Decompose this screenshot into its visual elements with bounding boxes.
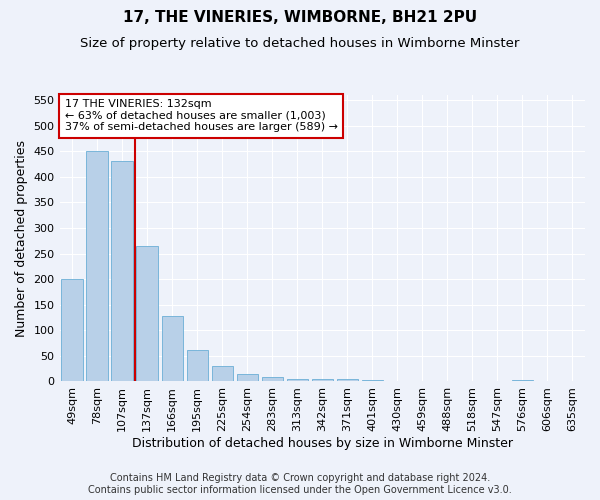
Text: Contains HM Land Registry data © Crown copyright and database right 2024.
Contai: Contains HM Land Registry data © Crown c… [88, 474, 512, 495]
Bar [112, 162, 133, 382]
Bar [512, 380, 533, 382]
Bar [287, 379, 308, 382]
Text: 17, THE VINERIES, WIMBORNE, BH21 2PU: 17, THE VINERIES, WIMBORNE, BH21 2PU [123, 10, 477, 25]
Bar [311, 380, 333, 382]
Bar [236, 374, 258, 382]
Bar [161, 316, 183, 382]
Bar [61, 279, 83, 382]
Bar [262, 378, 283, 382]
Text: Size of property relative to detached houses in Wimborne Minster: Size of property relative to detached ho… [80, 38, 520, 51]
Y-axis label: Number of detached properties: Number of detached properties [15, 140, 28, 336]
Bar [136, 246, 158, 382]
Bar [387, 381, 408, 382]
Bar [86, 152, 108, 382]
X-axis label: Distribution of detached houses by size in Wimborne Minster: Distribution of detached houses by size … [132, 437, 513, 450]
Bar [212, 366, 233, 382]
Bar [337, 380, 358, 382]
Text: 17 THE VINERIES: 132sqm
← 63% of detached houses are smaller (1,003)
37% of semi: 17 THE VINERIES: 132sqm ← 63% of detache… [65, 100, 338, 132]
Bar [187, 350, 208, 382]
Bar [362, 380, 383, 382]
